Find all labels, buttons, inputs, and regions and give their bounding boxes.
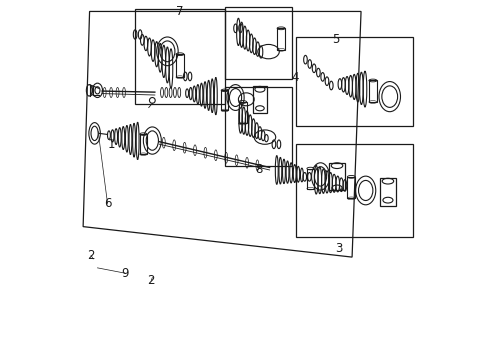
Bar — [328, 163, 345, 190]
Bar — [225, 7, 291, 79]
Bar — [346, 177, 355, 198]
Text: 8: 8 — [255, 163, 262, 176]
Text: 2: 2 — [87, 249, 95, 262]
Text: 2: 2 — [147, 274, 155, 287]
Bar — [238, 102, 246, 123]
Text: 1: 1 — [108, 138, 115, 150]
Text: 9: 9 — [122, 267, 129, 280]
Text: 6: 6 — [103, 197, 111, 210]
Text: 3: 3 — [334, 242, 342, 255]
Bar — [225, 87, 291, 166]
Bar — [379, 177, 395, 206]
Text: 7: 7 — [176, 5, 183, 18]
Bar — [140, 134, 147, 154]
Bar — [368, 81, 376, 102]
Bar — [221, 90, 228, 111]
Bar — [277, 28, 285, 50]
Bar — [306, 168, 313, 189]
Bar — [296, 37, 412, 126]
Text: 5: 5 — [331, 33, 339, 46]
Text: 4: 4 — [290, 71, 298, 84]
Bar — [296, 144, 412, 237]
Bar — [252, 86, 266, 113]
Bar — [135, 9, 224, 104]
Bar — [176, 54, 183, 77]
